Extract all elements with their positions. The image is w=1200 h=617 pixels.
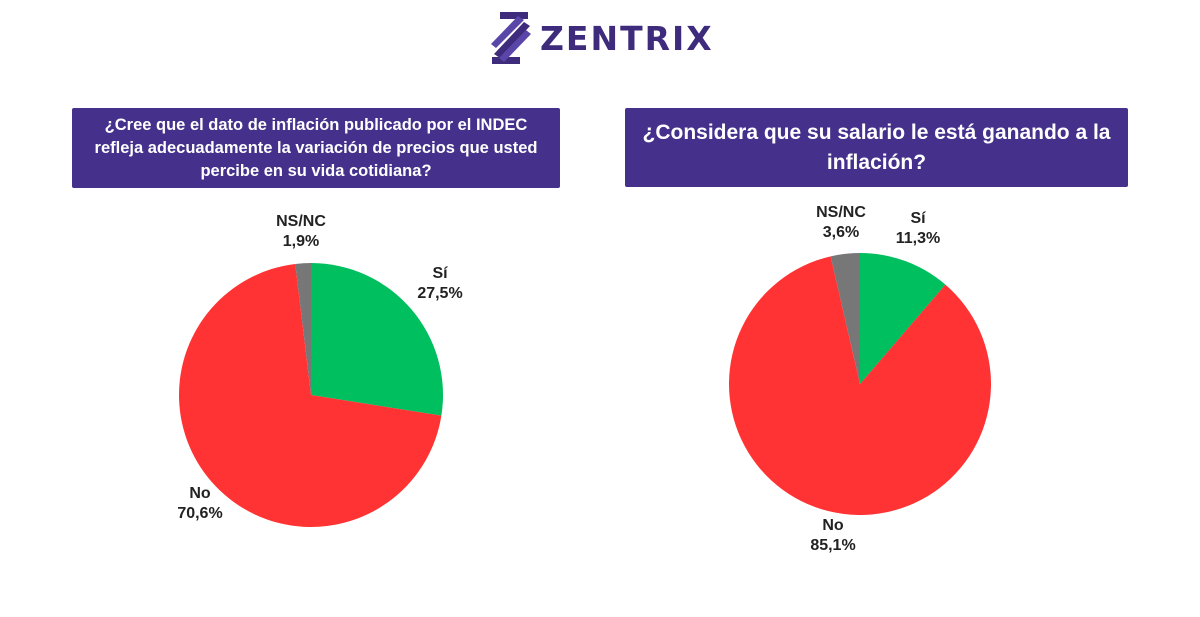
pie2-label-si: Sí 11,3% <box>896 210 940 247</box>
zentrix-logo-icon <box>491 12 531 64</box>
question-1-title: ¿Cree que el dato de inflación publicado… <box>72 108 560 188</box>
pie1-label-no: No 70,6% <box>177 485 222 522</box>
question-2-title: ¿Considera que su salario le está ganand… <box>625 108 1128 187</box>
pie1-label-si: Sí 27,5% <box>417 265 462 302</box>
pie1-slice-si <box>311 263 443 416</box>
pie1-slice-ns-nc <box>295 263 311 395</box>
pie2-slice-ns-nc <box>830 253 860 384</box>
pie1-slice-no <box>178 263 442 527</box>
pie2-label-ns-nc: NS/NC 3,6% <box>816 204 866 241</box>
pie-chart-2: Sí 11,3% No 85,1% NS/NC 3,6% <box>728 204 991 554</box>
pie1-label-ns-nc: NS/NC 1,9% <box>276 213 326 250</box>
brand-logo: ZENTRIX <box>488 10 714 66</box>
pie-chart-1: Sí 27,5% No 70,6% NS/NC 1,9% <box>177 213 463 527</box>
brand-name: ZENTRIX <box>540 18 714 58</box>
pie2-slice-si <box>860 253 946 384</box>
pie2-slice-no <box>728 256 991 516</box>
pie2-label-no: No 85,1% <box>810 517 855 554</box>
